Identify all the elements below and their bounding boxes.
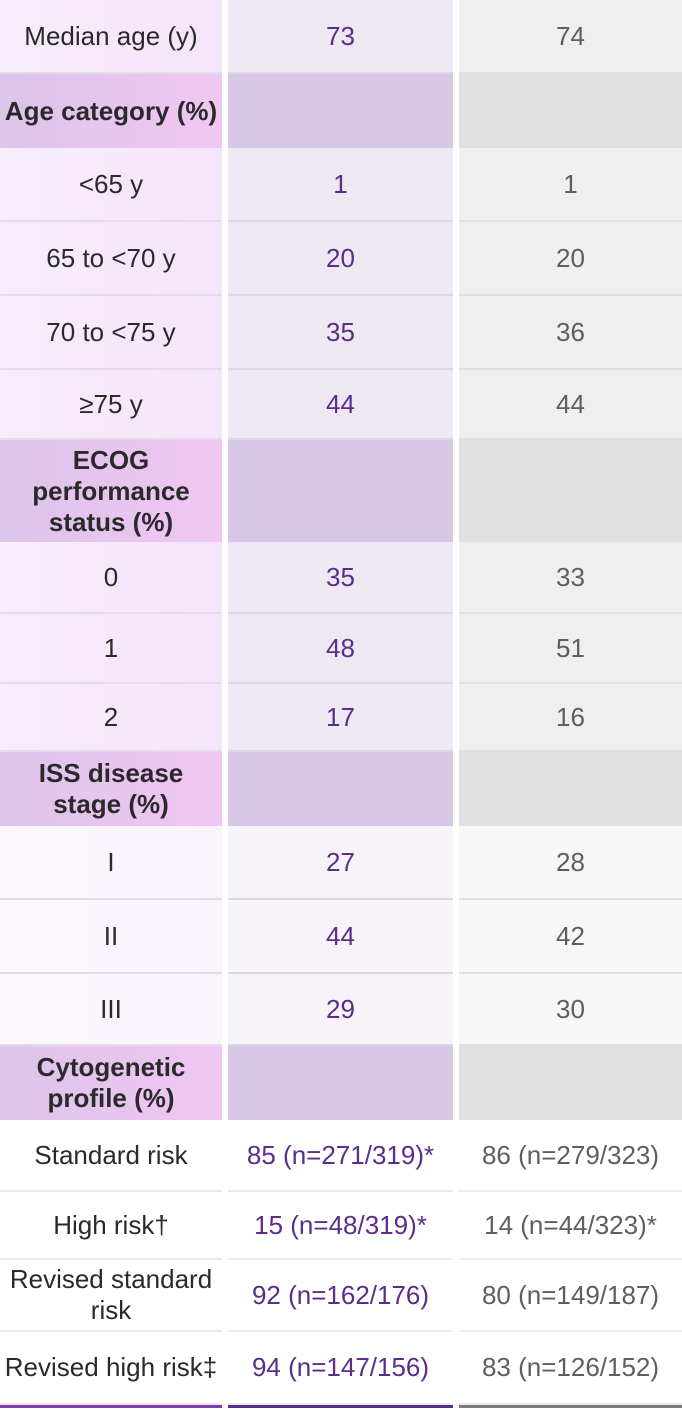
table-row: III 29 30	[0, 974, 682, 1046]
table-row: High risk† 15 (n=48/319)* 14 (n=44/323)*	[0, 1192, 682, 1260]
col3-value: 30	[459, 974, 682, 1046]
col2-value: 17	[228, 684, 453, 752]
section-filler	[459, 1046, 682, 1120]
table-row: 2 17 16	[0, 684, 682, 752]
row-label: Revised standard risk	[0, 1260, 222, 1332]
table-row: I 27 28	[0, 826, 682, 900]
col3-value: 28	[459, 826, 682, 900]
section-filler	[228, 752, 453, 826]
col2-value: 35	[228, 296, 453, 370]
section-label: ISS disease stage (%)	[0, 752, 222, 826]
section-header-row: Cytogenetic profile (%)	[0, 1046, 682, 1120]
table-row: 1 48 51	[0, 614, 682, 684]
row-label: III	[0, 974, 222, 1046]
col3-value: 74	[459, 0, 682, 74]
section-label: ECOG performance status (%)	[0, 440, 222, 542]
col2-value: 48	[228, 614, 453, 684]
col2-value: 35	[228, 542, 453, 614]
row-label: II	[0, 900, 222, 974]
table-row: Median age (y) 73 74	[0, 0, 682, 74]
section-label: Cytogenetic profile (%)	[0, 1046, 222, 1120]
col2-value: 85 (n=271/319)*	[228, 1120, 453, 1192]
row-label: Standard risk	[0, 1120, 222, 1192]
row-label: ≥75 y	[0, 370, 222, 440]
table-row: <65 y 1 1	[0, 148, 682, 222]
rule-segment	[459, 1405, 682, 1408]
table-bottom-rule	[0, 1405, 682, 1408]
col2-value: 15 (n=48/319)*	[228, 1192, 453, 1260]
col3-value: 36	[459, 296, 682, 370]
table-row: 0 35 33	[0, 542, 682, 614]
col2-value: 94 (n=147/156)	[228, 1332, 453, 1405]
col2-value: 92 (n=162/176)	[228, 1260, 453, 1332]
col3-value: 42	[459, 900, 682, 974]
col3-value: 44	[459, 370, 682, 440]
row-label: 2	[0, 684, 222, 752]
table-row: II 44 42	[0, 900, 682, 974]
col3-value: 33	[459, 542, 682, 614]
section-filler	[228, 1046, 453, 1120]
row-label: I	[0, 826, 222, 900]
col2-value: 20	[228, 222, 453, 296]
rule-segment	[228, 1405, 453, 1408]
section-filler	[228, 440, 453, 542]
col2-value: 27	[228, 826, 453, 900]
col3-value: 83 (n=126/152)	[459, 1332, 682, 1405]
table-row: Revised standard risk 92 (n=162/176) 80 …	[0, 1260, 682, 1332]
col3-value: 80 (n=149/187)	[459, 1260, 682, 1332]
row-label: 1	[0, 614, 222, 684]
rule-segment	[0, 1405, 222, 1408]
row-label: High risk†	[0, 1192, 222, 1260]
col3-value: 86 (n=279/323)	[459, 1120, 682, 1192]
col3-value: 1	[459, 148, 682, 222]
section-header-row: ECOG performance status (%)	[0, 440, 682, 542]
col2-value: 44	[228, 370, 453, 440]
section-header-row: ISS disease stage (%)	[0, 752, 682, 826]
section-filler	[459, 74, 682, 148]
col3-value: 51	[459, 614, 682, 684]
section-header-row: Age category (%)	[0, 74, 682, 148]
section-filler	[459, 752, 682, 826]
col2-value: 1	[228, 148, 453, 222]
section-filler	[459, 440, 682, 542]
section-filler	[228, 74, 453, 148]
table-row: ≥75 y 44 44	[0, 370, 682, 440]
col3-value: 16	[459, 684, 682, 752]
row-label: 0	[0, 542, 222, 614]
row-label: Revised high risk‡	[0, 1332, 222, 1405]
section-label: Age category (%)	[0, 74, 222, 148]
row-label: <65 y	[0, 148, 222, 222]
row-label: 70 to <75 y	[0, 296, 222, 370]
table-row: Standard risk 85 (n=271/319)* 86 (n=279/…	[0, 1120, 682, 1192]
table-row: 65 to <70 y 20 20	[0, 222, 682, 296]
row-label: 65 to <70 y	[0, 222, 222, 296]
col3-value: 20	[459, 222, 682, 296]
col2-value: 73	[228, 0, 453, 74]
table-row: Revised high risk‡ 94 (n=147/156) 83 (n=…	[0, 1332, 682, 1405]
row-label: Median age (y)	[0, 0, 222, 74]
col3-value: 14 (n=44/323)*	[459, 1192, 682, 1260]
col2-value: 44	[228, 900, 453, 974]
col2-value: 29	[228, 974, 453, 1046]
table-row: 70 to <75 y 35 36	[0, 296, 682, 370]
